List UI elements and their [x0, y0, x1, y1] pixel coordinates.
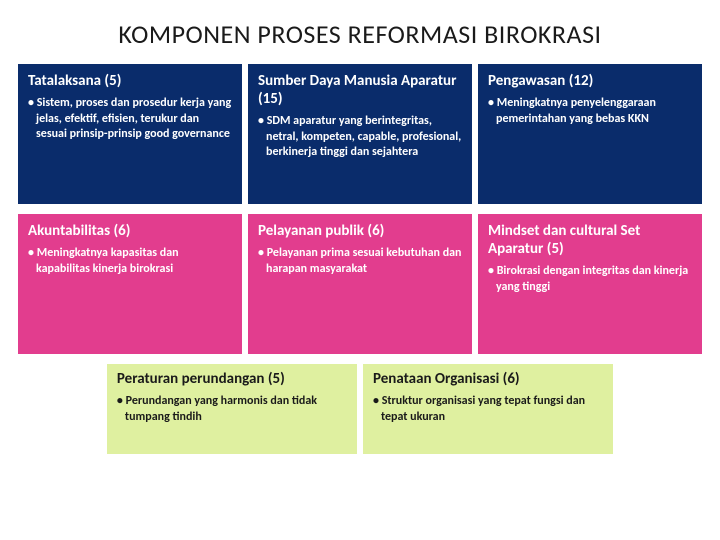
card-peraturan: Peraturan perundangan (5) Perundangan ya… [107, 364, 357, 454]
slide: KOMPONEN PROSES REFORMASI BIROKRASI Tata… [0, 0, 720, 540]
card-pelayanan: Pelayanan publik (6) Pelayanan prima ses… [248, 214, 472, 354]
card-bullet: Sistem, proses dan prosedur kerja yang j… [28, 96, 232, 143]
card-pengawasan: Pengawasan (12) Meningkatnya penyelengga… [478, 64, 702, 204]
card-tatalaksana: Tatalaksana (5) Sistem, proses dan prose… [18, 64, 242, 204]
row-1: Tatalaksana (5) Sistem, proses dan prose… [18, 64, 702, 204]
card-akuntabilitas: Akuntabilitas (6) Meningkatnya kapasitas… [18, 214, 242, 354]
card-bullet: Struktur organisasi yang tepat fungsi da… [373, 394, 603, 425]
card-heading: Pelayanan publik (6) [258, 222, 462, 240]
card-heading: Penataan Organisasi (6) [373, 370, 603, 388]
row-3: Peraturan perundangan (5) Perundangan ya… [107, 364, 613, 454]
card-heading: Mindset dan cultural Set Aparatur (5) [488, 222, 692, 258]
card-heading: Tatalaksana (5) [28, 72, 232, 90]
card-bullet: Perundangan yang harmonis dan tidak tump… [117, 394, 347, 425]
card-heading: Sumber Daya Manusia Aparatur (15) [258, 72, 462, 108]
slide-title: KOMPONEN PROSES REFORMASI BIROKRASI [18, 18, 702, 50]
card-bullet: SDM aparatur yang berintegritas, netral,… [258, 114, 462, 161]
card-heading: Akuntabilitas (6) [28, 222, 232, 240]
card-mindset: Mindset dan cultural Set Aparatur (5) Bi… [478, 214, 702, 354]
card-sdm: Sumber Daya Manusia Aparatur (15) SDM ap… [248, 64, 472, 204]
card-bullet: Meningkatnya penyelenggaraan pemerintaha… [488, 96, 692, 127]
card-bullet: Meningkatnya kapasitas dan kapabilitas k… [28, 246, 232, 277]
card-heading: Peraturan perundangan (5) [117, 370, 347, 388]
card-bullet: Pelayanan prima sesuai kebutuhan dan har… [258, 246, 462, 277]
card-bullet: Birokrasi dengan integritas dan kinerja … [488, 264, 692, 295]
row-2: Akuntabilitas (6) Meningkatnya kapasitas… [18, 214, 702, 354]
card-heading: Pengawasan (12) [488, 72, 692, 90]
card-penataan: Penataan Organisasi (6) Struktur organis… [363, 364, 613, 454]
